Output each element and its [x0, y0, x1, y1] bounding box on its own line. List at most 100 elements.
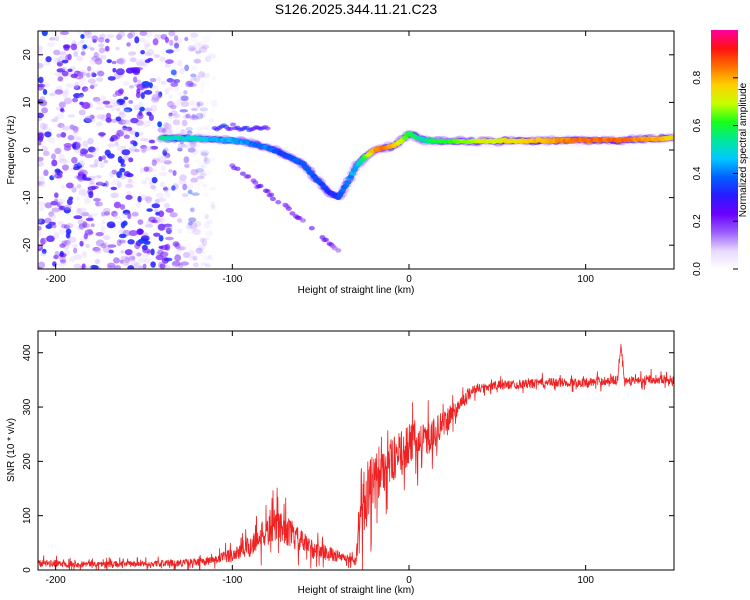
noise-speckle [94, 146, 100, 152]
noise-speckle [199, 87, 205, 95]
noise-speckle [51, 159, 58, 167]
noise-speckle [63, 207, 71, 214]
noise-speckle [158, 217, 164, 222]
noise-speckle [71, 187, 77, 193]
noise-speckle [111, 210, 118, 217]
branch-point [245, 174, 252, 179]
noise-speckle [65, 223, 74, 229]
noise-speckle [168, 112, 173, 117]
noise-speckle [117, 156, 123, 164]
noise-speckle [163, 160, 172, 165]
noise-speckle [39, 122, 47, 130]
noise-speckle [76, 225, 85, 231]
spectrogram-y-label: Frequency (Hz) [6, 116, 17, 185]
noise-speckle [57, 123, 65, 129]
noise-speckle [172, 113, 180, 118]
noise-speckle [115, 46, 120, 51]
noise-speckle [198, 46, 208, 53]
noise-speckle [164, 36, 170, 43]
noise-speckle [183, 157, 188, 165]
noise-speckle [117, 57, 127, 65]
noise-speckle [168, 94, 173, 99]
noise-speckle [202, 44, 210, 49]
noise-speckle [163, 122, 169, 130]
noise-speckle [89, 164, 99, 168]
noise-speckle [80, 51, 86, 56]
noise-speckle [74, 147, 82, 154]
noise-speckle [190, 207, 195, 213]
noise-speckle [184, 165, 191, 169]
noise-speckle [125, 183, 134, 189]
noise-speckle [85, 217, 94, 222]
noise-speckle [140, 50, 145, 55]
noise-speckle [104, 180, 109, 188]
y-tick-label: -10 [22, 190, 33, 205]
noise-speckle [79, 92, 84, 98]
noise-speckle [189, 47, 198, 51]
noise-speckle [187, 147, 196, 153]
noise-speckle [84, 177, 92, 181]
noise-speckle [158, 155, 167, 163]
noise-speckle [93, 198, 101, 202]
stray-point [230, 122, 237, 127]
noise-speckle [92, 96, 101, 102]
noise-speckle [158, 235, 164, 242]
noise-speckle [64, 145, 71, 151]
noise-speckle [118, 233, 127, 239]
noise-speckle [98, 43, 105, 48]
noise-speckle [72, 243, 78, 249]
noise-speckle [38, 76, 44, 84]
noise-speckle [170, 69, 177, 76]
noise-speckle [47, 42, 55, 48]
noise-speckle [157, 121, 162, 128]
noise-speckle [190, 177, 199, 183]
noise-speckle [65, 232, 71, 239]
noise-speckle [65, 54, 70, 62]
noise-speckle [193, 42, 202, 49]
noise-speckle [38, 161, 45, 167]
noise-speckle [40, 180, 46, 188]
noise-speckle [204, 255, 211, 261]
noise-speckle [182, 144, 189, 148]
noise-speckle [162, 147, 169, 152]
noise-speckle [204, 171, 212, 175]
noise-speckle [188, 217, 197, 223]
noise-speckle [59, 107, 64, 112]
noise-speckle [178, 263, 184, 268]
noise-speckle [65, 83, 75, 88]
noise-speckle [119, 259, 125, 264]
noise-speckle [151, 203, 161, 209]
noise-speckle [78, 159, 85, 164]
noise-speckle [197, 162, 205, 167]
noise-speckle [105, 117, 112, 123]
noise-speckle [54, 35, 60, 42]
noise-speckle [164, 236, 174, 241]
noise-speckle [195, 50, 202, 54]
noise-speckle [46, 235, 55, 243]
spectrogram-x-ticks: -200 -100 0 100 [46, 31, 594, 285]
noise-speckle [127, 32, 134, 39]
noise-speckle [91, 83, 99, 87]
noise-speckle [67, 134, 75, 141]
noise-speckle [113, 212, 118, 220]
noise-speckle [137, 257, 146, 263]
x-tick-label: -100 [222, 274, 242, 285]
noise-speckle [53, 116, 59, 122]
noise-speckle [59, 205, 66, 211]
colorbar-tick-label: 0.4 [692, 166, 703, 180]
noise-speckle [184, 163, 190, 168]
noise-speckle [75, 196, 80, 201]
noise-speckle [211, 76, 216, 80]
noise-speckle [86, 31, 93, 39]
noise-speckle [38, 85, 45, 91]
noise-speckle [146, 111, 152, 117]
colorbar-tick-label: 0.2 [692, 214, 703, 228]
noise-speckle [157, 197, 167, 203]
noise-speckle [85, 243, 90, 249]
noise-speckle [58, 101, 66, 109]
noise-speckle [47, 137, 56, 143]
noise-speckle [157, 94, 162, 99]
noise-speckle [44, 202, 53, 209]
noise-speckle [192, 255, 198, 261]
